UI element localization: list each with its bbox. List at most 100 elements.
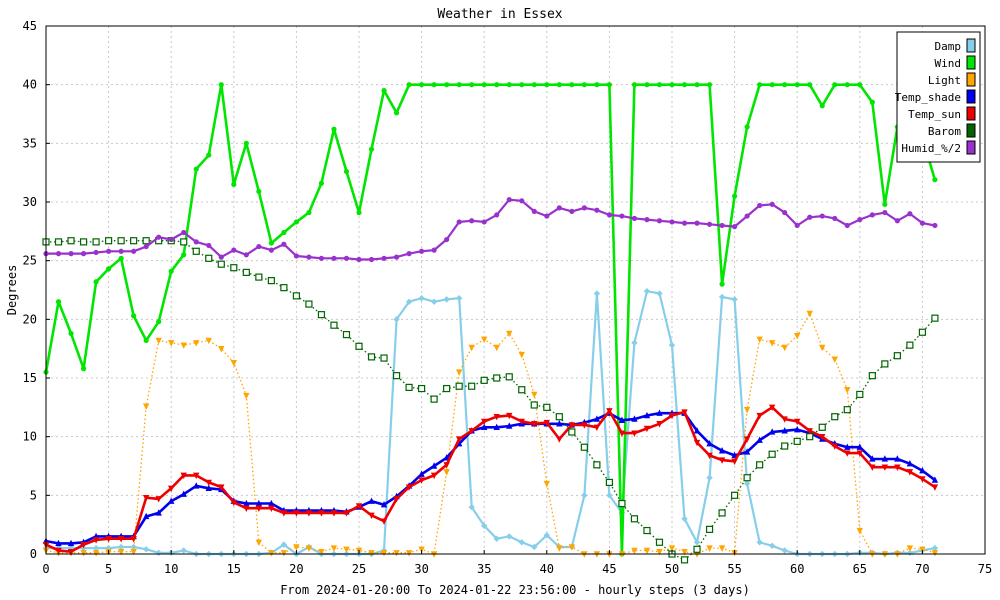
data-point-temp-sun: [155, 496, 162, 503]
data-point-wind: [419, 82, 425, 88]
data-point-barom: [768, 450, 776, 458]
data-point-barom: [705, 525, 714, 533]
data-point-damp: [455, 295, 463, 302]
y-tick-label: 25: [23, 254, 37, 268]
data-point-damp: [468, 503, 475, 511]
data-point-humid-2: [769, 201, 775, 207]
data-point-temp-sun: [556, 436, 563, 443]
data-point-light: [218, 345, 225, 353]
y-tick-label: 15: [23, 371, 37, 385]
data-point-humid-2: [494, 212, 500, 218]
data-point-barom: [92, 238, 100, 246]
series-temp-sun: [42, 404, 939, 556]
data-point-barom: [367, 353, 376, 361]
data-point-humid-2: [869, 212, 875, 218]
data-point-damp: [643, 287, 651, 295]
data-point-temp-sun: [869, 464, 876, 471]
data-point-wind: [581, 82, 587, 88]
data-point-temp-shade: [844, 443, 851, 450]
data-point-temp-sun: [105, 536, 112, 543]
data-point-temp-shade: [506, 422, 513, 429]
data-point-damp: [668, 341, 676, 349]
series-line-light: [45, 312, 936, 555]
legend-label-temp-shade: Temp_shade: [895, 91, 961, 104]
legend-label-wind: Wind: [935, 57, 962, 70]
data-point-wind: [131, 313, 137, 319]
data-point-damp: [180, 547, 187, 554]
data-point-barom: [142, 237, 150, 245]
data-point-humid-2: [506, 197, 512, 203]
data-point-humid-2: [306, 254, 312, 260]
y-tick-label: 40: [23, 78, 37, 92]
data-point-temp-sun: [380, 518, 388, 525]
data-point-barom: [430, 395, 438, 403]
data-point-temp-sun: [543, 419, 550, 427]
data-point-light: [493, 344, 500, 352]
data-point-barom: [392, 372, 401, 380]
data-point-wind: [80, 366, 87, 372]
data-point-wind: [606, 82, 613, 88]
data-point-barom: [468, 382, 476, 390]
data-point-damp: [481, 522, 488, 530]
data-point-temp-sun: [681, 409, 688, 416]
legend-swatch-damp: [966, 38, 976, 53]
data-point-barom: [480, 376, 488, 384]
data-point-damp: [543, 532, 550, 539]
data-point-humid-2: [331, 255, 337, 261]
data-point-humid-2: [882, 209, 888, 216]
data-point-humid-2: [393, 254, 400, 260]
data-point-light: [481, 336, 488, 343]
data-point-wind: [268, 240, 274, 246]
data-point-temp-sun: [343, 510, 350, 517]
series-humid-2: [43, 197, 938, 263]
data-point-temp-sun: [756, 412, 763, 420]
grid: [46, 26, 985, 554]
data-point-temp-shade: [794, 425, 801, 433]
data-point-light: [318, 548, 325, 556]
data-point-barom: [443, 384, 451, 393]
data-point-humid-2: [456, 219, 462, 225]
data-point-barom: [593, 461, 601, 469]
data-point-humid-2: [55, 251, 62, 257]
data-point-wind: [932, 177, 938, 183]
data-point-humid-2: [343, 255, 350, 261]
data-point-wind: [882, 201, 888, 207]
data-point-temp-sun: [418, 477, 425, 484]
data-point-humid-2: [669, 219, 675, 225]
data-point-humid-2: [631, 215, 638, 222]
data-point-barom: [405, 383, 413, 391]
data-point-barom: [104, 237, 113, 245]
data-point-temp-sun: [455, 436, 463, 443]
data-point-humid-2: [907, 211, 913, 217]
data-point-temp-sun: [768, 404, 776, 412]
data-point-temp-shade: [255, 499, 263, 507]
data-point-light: [193, 340, 200, 347]
data-point-temp-shade: [556, 420, 563, 427]
data-point-temp-sun: [706, 452, 713, 460]
data-point-barom: [117, 237, 125, 245]
data-point-wind: [356, 209, 362, 216]
x-tick-label: 0: [42, 562, 49, 576]
data-point-humid-2: [318, 255, 325, 261]
data-point-temp-sun: [67, 548, 75, 556]
data-point-temp-sun: [468, 428, 475, 435]
data-point-light: [631, 547, 638, 555]
data-point-temp-shade: [418, 470, 425, 477]
data-point-barom: [192, 247, 200, 255]
data-point-temp-sun: [481, 418, 488, 426]
data-point-temp-sun: [405, 484, 413, 491]
data-point-damp: [656, 290, 663, 297]
data-point-wind: [306, 209, 312, 216]
data-point-temp-sun: [117, 536, 125, 543]
data-point-temp-sun: [318, 510, 325, 517]
data-point-light: [531, 391, 538, 399]
data-point-temp-sun: [693, 439, 701, 447]
data-point-humid-2: [419, 248, 425, 254]
data-point-barom: [680, 556, 689, 564]
data-point-barom: [818, 423, 826, 431]
data-point-temp-sun: [355, 503, 363, 510]
data-point-temp-sun: [230, 499, 237, 507]
data-point-barom: [781, 442, 789, 450]
data-point-temp-shade: [142, 512, 150, 520]
data-point-humid-2: [644, 217, 650, 223]
